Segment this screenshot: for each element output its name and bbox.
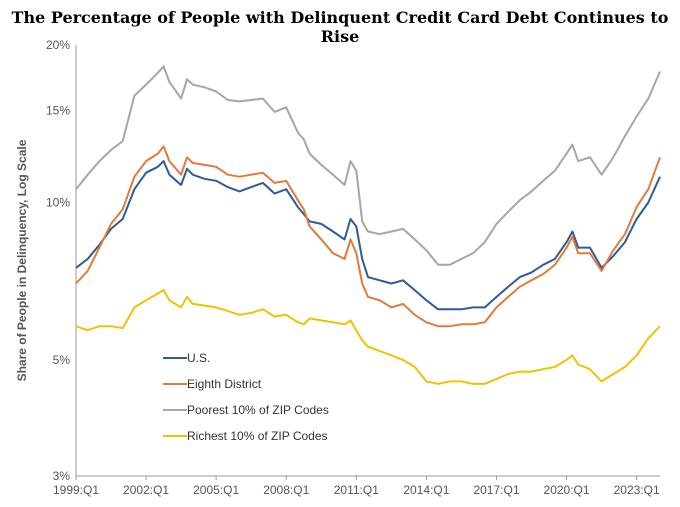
series-line-4 (75, 289, 661, 385)
x-tick-label: 2011:Q1 (334, 483, 379, 497)
y-tick-label: 15% (46, 103, 70, 117)
x-tick-label: 2014:Q1 (403, 483, 449, 497)
y-axis-label: Share of People in Delinquency, Log Scal… (15, 139, 29, 381)
x-tick-label: 2005:Q1 (193, 483, 239, 497)
legend-label-3: Poorest 10% of ZIP Codes (187, 403, 329, 417)
series-line-2 (75, 145, 661, 328)
legend-label-2: Eighth District (187, 377, 262, 391)
y-tick-label: 3% (53, 469, 71, 483)
series-line-1 (75, 160, 661, 311)
y-tick-label: 20% (46, 38, 70, 52)
y-tick-label: 10% (46, 195, 70, 209)
series-line-3 (75, 65, 661, 266)
x-tick-label: 2017:Q1 (473, 483, 519, 497)
legend-label-4: Richest 10% of ZIP Codes (187, 429, 328, 443)
x-tick-label: 2020:Q1 (544, 483, 590, 497)
chart-title: The Percentage of People with Delinquent… (11, 8, 669, 46)
y-tick-label: 5% (53, 353, 71, 367)
x-tick-label: 2023:Q1 (614, 483, 660, 497)
legend-label-1: U.S. (187, 351, 210, 365)
x-tick-label: 1999:Q1 (53, 483, 99, 497)
x-tick-label: 2008:Q1 (263, 483, 309, 497)
x-tick-label: 2002:Q1 (123, 483, 169, 497)
